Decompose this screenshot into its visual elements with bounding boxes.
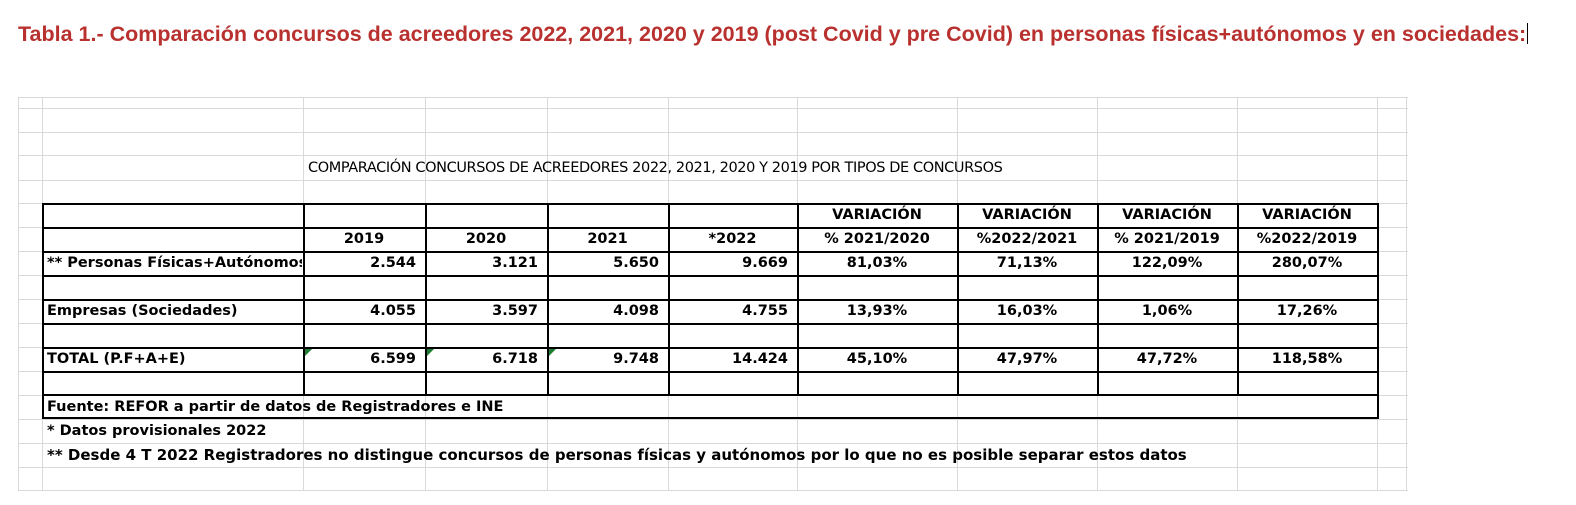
table-border-h bbox=[42, 371, 1379, 373]
table-border-v bbox=[957, 203, 959, 396]
column-header[interactable]: %2022/2019 bbox=[1256, 231, 1358, 247]
table-cell[interactable]: 4.055 bbox=[370, 303, 416, 319]
table-cell[interactable]: 47,97% bbox=[996, 351, 1058, 367]
row-label[interactable]: Empresas (Sociedades) bbox=[47, 303, 238, 319]
table-border-v bbox=[425, 203, 427, 396]
gridline-h bbox=[18, 490, 1408, 491]
header-variacion[interactable]: VARIACIÓN bbox=[982, 207, 1072, 223]
table-cell[interactable]: 118,58% bbox=[1271, 351, 1343, 367]
table-border-v bbox=[1097, 203, 1099, 396]
table-title[interactable]: COMPARACIÓN CONCURSOS DE ACREEDORES 2022… bbox=[308, 160, 1003, 176]
table-cell[interactable]: 13,93% bbox=[846, 303, 908, 319]
gridline-h bbox=[18, 180, 1408, 181]
table-border-h bbox=[42, 275, 1379, 277]
text-cursor bbox=[1527, 23, 1529, 44]
table-cell[interactable]: 6.599 bbox=[370, 351, 416, 367]
column-header[interactable]: *2022 bbox=[708, 231, 757, 247]
column-header[interactable]: 2020 bbox=[465, 231, 507, 247]
source-note[interactable]: Fuente: REFOR a partir de datos de Regis… bbox=[47, 399, 504, 415]
gridline-h bbox=[18, 467, 1408, 468]
gridline-h bbox=[18, 108, 1408, 109]
column-header[interactable]: 2021 bbox=[587, 231, 628, 247]
table-cell[interactable]: 4.098 bbox=[613, 303, 659, 319]
footnote-provisional[interactable]: * Datos provisionales 2022 bbox=[47, 423, 267, 439]
gridline-h bbox=[18, 155, 1408, 156]
table-cell[interactable]: 122,09% bbox=[1131, 255, 1203, 271]
source-border-left bbox=[42, 394, 44, 419]
column-header[interactable]: % 2021/2019 bbox=[1114, 231, 1220, 247]
table-cell[interactable]: 2.544 bbox=[370, 255, 416, 271]
table-cell[interactable]: 280,07% bbox=[1271, 255, 1343, 271]
table-border-h bbox=[42, 347, 1379, 349]
table-cell[interactable]: 3.597 bbox=[492, 303, 538, 319]
table-border-v bbox=[547, 203, 549, 396]
table-border-h bbox=[42, 227, 1379, 229]
table-cell[interactable]: 17,26% bbox=[1276, 303, 1338, 319]
green-triangle-marker bbox=[549, 349, 556, 356]
gridline-h bbox=[18, 419, 1408, 420]
table-cell[interactable]: 45,10% bbox=[846, 351, 908, 367]
document-title[interactable]: Tabla 1.- Comparación concursos de acree… bbox=[18, 20, 1568, 49]
table-cell[interactable]: 3.121 bbox=[492, 255, 538, 271]
header-variacion[interactable]: VARIACIÓN bbox=[1122, 207, 1212, 223]
row-label[interactable]: ** Personas Físicas+Autónomos bbox=[47, 255, 302, 271]
row-label[interactable]: TOTAL (P.F+A+E) bbox=[47, 351, 186, 367]
green-triangle-marker bbox=[305, 349, 312, 356]
table-cell[interactable]: 81,03% bbox=[846, 255, 908, 271]
gridline-h bbox=[18, 132, 1408, 133]
header-variacion[interactable]: VARIACIÓN bbox=[1262, 207, 1352, 223]
gridline-h bbox=[18, 97, 1408, 98]
table-cell[interactable]: 1,06% bbox=[1141, 303, 1193, 319]
table-border-h bbox=[42, 251, 1379, 253]
footnote-registradores[interactable]: ** Desde 4 T 2022 Registradores no disti… bbox=[47, 446, 1187, 464]
table-border-h bbox=[42, 203, 1379, 205]
column-header[interactable]: %2022/2021 bbox=[976, 231, 1078, 247]
table-cell[interactable]: 4.755 bbox=[742, 303, 788, 319]
table-border-v bbox=[1377, 203, 1379, 396]
column-header[interactable]: % 2021/2020 bbox=[824, 231, 930, 247]
table-border-h bbox=[42, 323, 1379, 325]
table-cell[interactable]: 16,03% bbox=[996, 303, 1058, 319]
header-variacion[interactable]: VARIACIÓN bbox=[832, 207, 922, 223]
table-border-v bbox=[303, 203, 305, 396]
source-border-bottom bbox=[42, 417, 1379, 419]
table-border-v bbox=[1237, 203, 1239, 396]
table-cell[interactable]: 14.424 bbox=[732, 351, 788, 367]
table-border-v bbox=[668, 203, 670, 396]
table-border-v bbox=[42, 203, 44, 396]
source-border-right bbox=[1377, 394, 1379, 419]
table-cell[interactable]: 6.718 bbox=[492, 351, 538, 367]
table-cell[interactable]: 9.669 bbox=[742, 255, 788, 271]
green-triangle-marker bbox=[427, 349, 434, 356]
column-header[interactable]: 2019 bbox=[343, 231, 385, 247]
table-cell[interactable]: 9.748 bbox=[613, 351, 659, 367]
table-cell[interactable]: 5.650 bbox=[613, 255, 659, 271]
document-title-text: Tabla 1.- Comparación concursos de acree… bbox=[18, 22, 1527, 46]
gridline-h bbox=[18, 443, 1408, 444]
table-border-h bbox=[42, 299, 1379, 301]
source-border-top bbox=[42, 394, 1379, 396]
table-cell[interactable]: 47,72% bbox=[1136, 351, 1198, 367]
table-cell[interactable]: 71,13% bbox=[996, 255, 1058, 271]
table-border-v bbox=[797, 203, 799, 396]
gridline-v bbox=[18, 97, 19, 490]
gridline-v bbox=[1406, 97, 1407, 490]
